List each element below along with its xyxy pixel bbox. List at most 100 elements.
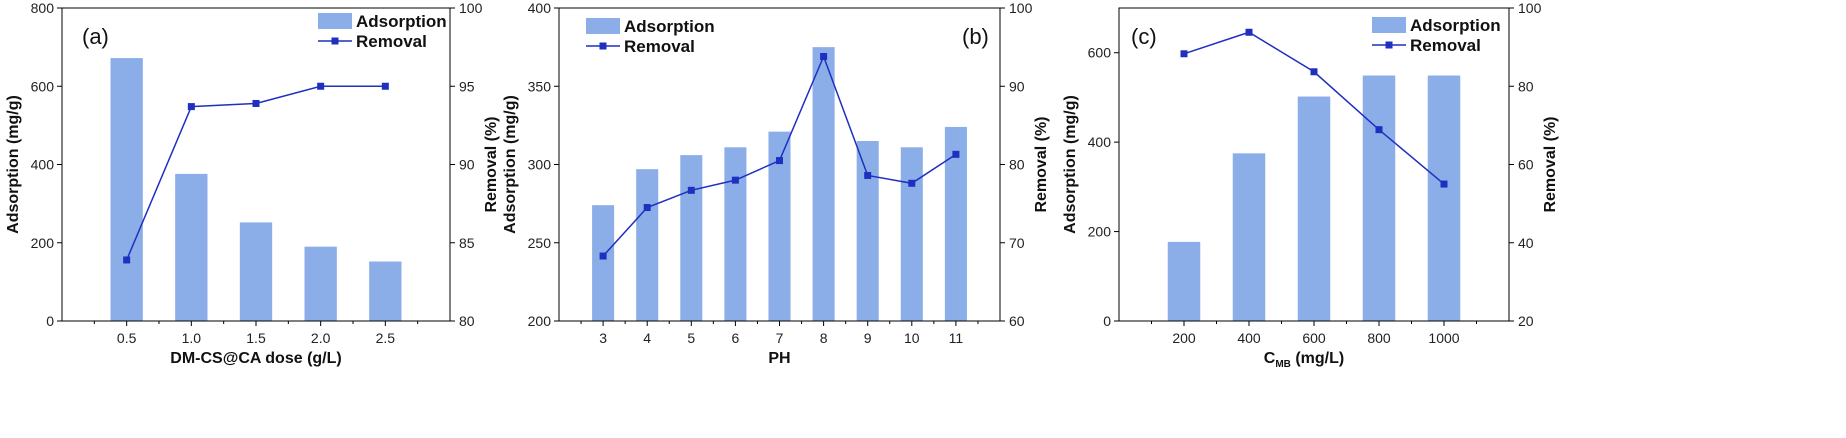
legend-line-label: Removal [624, 37, 695, 56]
panel-label: (a) [82, 24, 109, 49]
y-right-tick-label: 90 [459, 157, 475, 173]
removal-point-0.5 [123, 256, 131, 264]
legend-bar-label: Adsorption [624, 17, 715, 36]
x-tick-label: 2.5 [376, 330, 396, 346]
panel-label: (c) [1131, 24, 1157, 49]
bar-0.5 [110, 58, 143, 322]
bar-600 [1297, 96, 1331, 321]
y-tick-label: 400 [31, 157, 55, 173]
y-tick-label: 300 [528, 157, 552, 173]
x-tick-label: 6 [732, 330, 740, 346]
removal-point-1.5 [252, 99, 260, 107]
chart-panel-b: 3 4 5 6 7 8 9 10 11 200 250 300 350 400 60 70 80 90 100 Ads… [502, 0, 1050, 367]
x-axis-label: CMB (mg/L) [1264, 350, 1344, 370]
bar-9 [856, 141, 879, 321]
y-right-tick-label: 40 [1518, 235, 1534, 251]
x-tick-label: 8 [820, 330, 828, 346]
x-tick-label: 3 [599, 330, 607, 346]
legend-line-marker [599, 42, 607, 50]
y-tick-label: 600 [1088, 45, 1112, 61]
removal-point-9 [864, 171, 872, 179]
removal-point-5 [687, 186, 695, 194]
x-tick-label: 400 [1237, 330, 1261, 346]
bar-2.0 [304, 246, 337, 321]
y-tick-label: 200 [31, 235, 55, 251]
bar-1.5 [239, 222, 273, 321]
removal-point-200 [1180, 50, 1188, 58]
chart-panel-c: 200 400 600 800 1000 0 200 400 600 20 40 60 80 100 Ads… [1062, 0, 1559, 370]
y-right-tick-label: 60 [1518, 157, 1534, 173]
legend-line-marker [1385, 41, 1393, 49]
bar-6 [724, 147, 747, 321]
legend-line-label: Removal [1410, 36, 1481, 55]
bar-5 [680, 155, 703, 321]
y-tick-label: 200 [528, 313, 552, 329]
y-tick-label: 200 [1088, 224, 1112, 240]
y-right-tick-label: 80 [1518, 78, 1534, 94]
removal-point-2.5 [381, 82, 389, 90]
bar-400 [1232, 153, 1266, 321]
y-right-tick-label: 90 [1009, 78, 1025, 94]
legend-bar-swatch [318, 13, 352, 29]
legend-bar-swatch [1372, 17, 1406, 33]
x-tick-label: 0.5 [117, 330, 137, 346]
x-tick-label: 200 [1172, 330, 1196, 346]
x-axis-label: DM-CS@CA dose (g/L) [170, 350, 341, 367]
bar-200 [1167, 241, 1201, 321]
y-right-tick-label: 85 [459, 235, 475, 251]
x-axis-label-main: C [1264, 350, 1276, 367]
y-right-tick-label: 100 [459, 0, 483, 16]
removal-point-4 [643, 204, 651, 212]
bar-4 [636, 169, 659, 321]
legend-bar-label: Adsorption [356, 12, 447, 31]
removal-point-3 [599, 252, 607, 260]
removal-point-7 [776, 157, 783, 165]
legend-bar-label: Adsorption [1410, 16, 1501, 35]
removal-point-2.0 [317, 82, 325, 90]
y-right-tick-label: 20 [1518, 313, 1534, 329]
removal-point-800 [1375, 126, 1383, 134]
legend-line-marker [331, 37, 339, 45]
y-right-axis-label: Removal (%) [1542, 116, 1559, 212]
removal-point-6 [731, 176, 739, 184]
x-tick-label: 5 [687, 330, 695, 346]
y-right-tick-label: 100 [1518, 0, 1542, 16]
y-right-tick-label: 95 [459, 78, 475, 94]
x-tick-label: 9 [864, 330, 872, 346]
x-tick-label: 800 [1367, 330, 1391, 346]
y-tick-label: 250 [528, 235, 552, 251]
legend-line-label: Removal [356, 32, 427, 51]
y-tick-label: 400 [1088, 134, 1112, 150]
y-right-tick-label: 60 [1009, 313, 1025, 329]
y-axis-label: Adsorption (mg/g) [502, 95, 519, 234]
removal-point-1.0 [187, 103, 195, 111]
y-tick-label: 350 [528, 78, 552, 94]
bar-1.0 [175, 173, 208, 321]
bar-1000 [1427, 75, 1461, 321]
panel-label: (b) [962, 24, 989, 49]
y-right-tick-label: 70 [1009, 235, 1025, 251]
y-axis-label: Adsorption (mg/g) [1062, 95, 1079, 234]
removal-point-11 [952, 150, 960, 158]
x-axis-label-unit: (mg/L) [1291, 350, 1344, 367]
x-tick-label: 10 [904, 330, 920, 346]
chart-panel-a: 0.5 1.0 1.5 2.0 2.5 0 200 400 600 800 80 85 90 95 100 A… [5, 0, 500, 367]
bar-10 [900, 147, 923, 321]
removal-point-600 [1310, 68, 1318, 76]
x-tick-label: 4 [643, 330, 651, 346]
x-tick-label: 1000 [1428, 330, 1459, 346]
y-right-axis-label: Removal (%) [483, 116, 500, 212]
y-right-axis-label: Removal (%) [1033, 116, 1050, 212]
y-tick-label: 600 [31, 78, 55, 94]
y-tick-label: 0 [1103, 313, 1111, 329]
x-tick-label: 600 [1302, 330, 1326, 346]
bar-7 [768, 131, 791, 321]
x-tick-label: 11 [949, 330, 964, 346]
bar-3 [592, 205, 615, 321]
y-right-tick-label: 100 [1009, 0, 1033, 16]
x-axis-label: PH [768, 350, 790, 367]
y-tick-label: 800 [31, 0, 55, 16]
y-tick-label: 400 [528, 0, 552, 16]
